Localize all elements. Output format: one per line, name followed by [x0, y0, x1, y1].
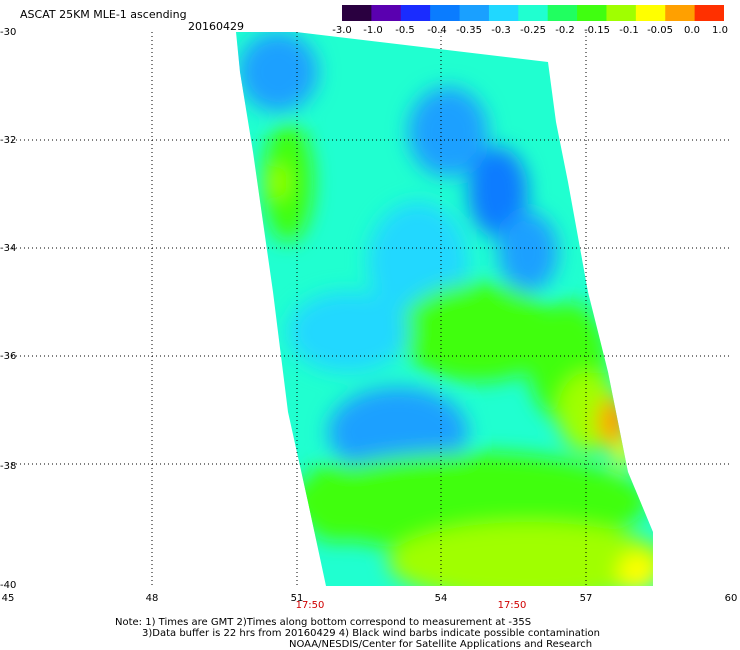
longitude-label: 57 — [579, 593, 593, 604]
latitude-label: -36 — [0, 351, 17, 362]
color-scale-swatch — [635, 5, 666, 21]
color-scale-label: -0.4 — [427, 25, 447, 36]
color-scale-label: -3.0 — [332, 25, 352, 36]
longitude-label: 45 — [1, 593, 15, 604]
pass-time-label: 17:50 — [295, 600, 325, 611]
note-line-3: NOAA/NESDIS/Center for Satellite Applica… — [289, 639, 593, 650]
color-scale-swatch — [665, 5, 696, 21]
latitude-label: -30 — [0, 27, 17, 38]
color-scale-label: 0.0 — [684, 25, 700, 36]
latitude-label: -40 — [0, 580, 17, 591]
color-scale-swatch — [342, 5, 372, 21]
latitude-label: -38 — [0, 461, 17, 472]
color-scale-label: -1.0 — [363, 25, 383, 36]
latitude-label: -32 — [0, 135, 17, 146]
map-gridlines — [8, 32, 730, 586]
longitude-label: 54 — [434, 593, 448, 604]
color-scale-label: -0.35 — [456, 25, 482, 36]
note-line-1: Note: 1) Times are GMT 2)Times along bot… — [115, 617, 532, 628]
wind-swath-map — [8, 32, 730, 586]
longitude-label: 48 — [145, 593, 159, 604]
color-scale-swatch — [577, 5, 607, 21]
color-scale-label: -0.5 — [395, 25, 415, 36]
color-scale-swatch — [694, 5, 725, 21]
color-scale-label: -0.25 — [520, 25, 546, 36]
color-scale-swatch — [371, 5, 402, 21]
color-scale-label: -0.1 — [619, 25, 639, 36]
color-scale-bar: -3.0 -1.0 -0.5 -0.4 -0.35 -0.3 -0.25 -0.… — [332, 5, 728, 36]
color-scale-swatch — [459, 5, 490, 21]
note-line-2: 3)Data buffer is 22 hrs from 20160429 4)… — [142, 628, 600, 639]
color-scale-swatch — [430, 5, 461, 21]
color-scale-label: -0.3 — [491, 25, 511, 36]
product-date: 20160429 — [188, 20, 244, 33]
color-scale-swatch — [488, 5, 519, 21]
color-scale-swatch — [400, 5, 431, 21]
color-scale-label: -0.05 — [647, 25, 673, 36]
color-scale-swatch — [518, 5, 549, 21]
pass-time-label: 17:50 — [497, 600, 527, 611]
longitude-label: 51 — [290, 593, 304, 604]
color-scale-swatches — [342, 5, 725, 21]
color-scale-swatch — [606, 5, 637, 21]
product-title: ASCAT 25KM MLE-1 ascending — [20, 8, 187, 21]
wind-swath-data — [236, 32, 653, 586]
color-scale-label: -0.15 — [584, 25, 610, 36]
latitude-label: -34 — [0, 243, 17, 254]
color-scale-swatch — [547, 5, 578, 21]
color-scale-label: 1.0 — [712, 25, 728, 36]
color-scale-label: -0.2 — [555, 25, 575, 36]
longitude-label: 60 — [724, 593, 738, 604]
